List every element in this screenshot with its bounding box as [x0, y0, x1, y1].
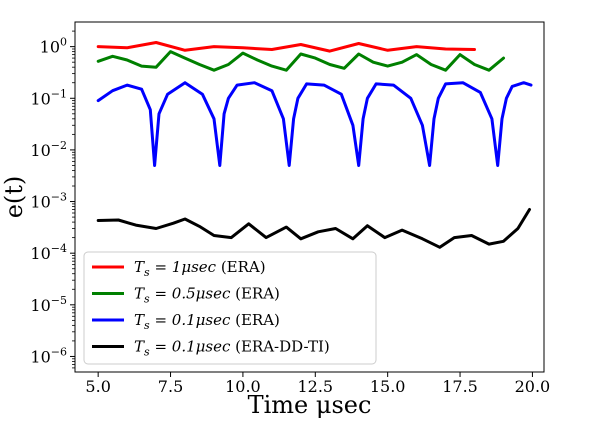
x-tick-label: 10.0 [225, 377, 261, 396]
legend: Ts = 1μsec (ERA) Ts = 0.5μsec (ERA) Ts = 0… [83, 251, 377, 365]
y-tick-label: 10−1 [30, 87, 67, 108]
y-tick-label: 10−4 [30, 242, 67, 263]
x-tick-label: 7.5 [158, 377, 183, 396]
series-line-0 [96, 41, 476, 53]
legend-label-2: Ts = 0.1μsec (ERA) [134, 311, 280, 332]
y-tick-label: 10−6 [30, 345, 67, 366]
x-axis-label: Time μsec [248, 391, 372, 418]
series-layer [96, 41, 533, 249]
x-tick-label: 15.0 [370, 377, 406, 396]
legend-label-1: Ts = 0.5μsec (ERA) [134, 285, 280, 306]
axes-frame [74, 21, 545, 373]
x-tick-label: 20.0 [515, 377, 551, 396]
y-tick-label: 10−2 [30, 139, 67, 160]
y-tick-label: 100 [40, 36, 67, 57]
series-line-3 [96, 208, 531, 249]
legend-box [83, 251, 377, 365]
x-tick-label: 17.5 [442, 377, 478, 396]
ticks-layer: 5.0 7.5 10.0 12.5 15.0 17.5 20.0 100 10−1 10−2 10−… [30, 30, 551, 396]
y-tick-label: 10−5 [30, 294, 67, 315]
y-axis-label: e(t) [0, 176, 28, 219]
x-tick-label: 12.5 [297, 377, 333, 396]
legend-label-0: Ts = 1μsec (ERA) [134, 258, 266, 279]
x-tick-label: 5.0 [85, 377, 110, 396]
legend-label-3: Ts = 0.1μsec (ERA-DD-TI) [134, 338, 330, 359]
series-line-2 [96, 81, 533, 167]
series-line-1 [96, 50, 505, 72]
y-tick-label: 10−3 [30, 191, 67, 212]
